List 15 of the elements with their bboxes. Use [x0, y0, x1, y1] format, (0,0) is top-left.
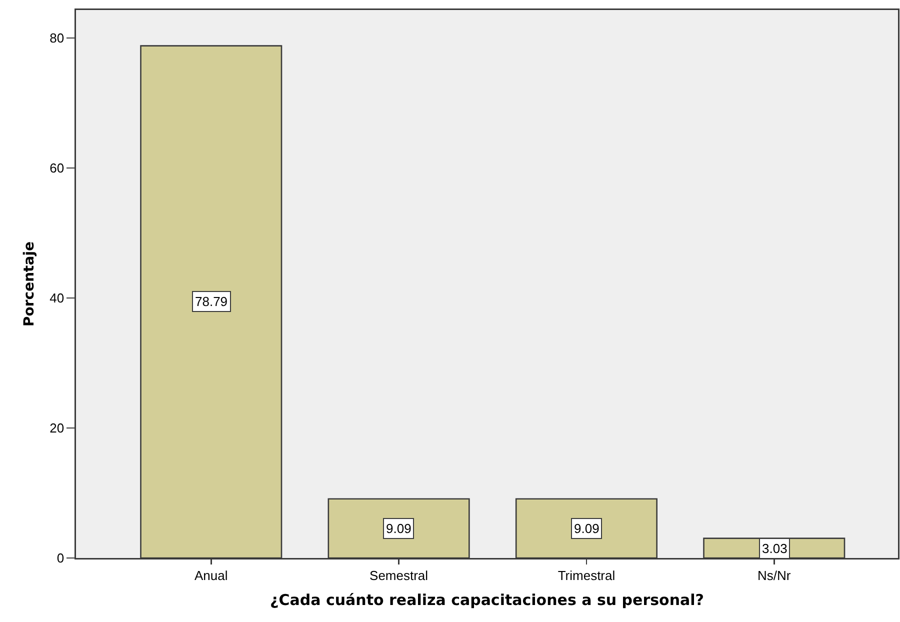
y-tick-label: 0 [56, 550, 64, 566]
data-label: 3.03 [762, 541, 788, 556]
y-tick-label: 20 [50, 420, 64, 436]
y-tick-label: 80 [50, 30, 64, 46]
y-axis-title: Porcentaje [21, 242, 38, 326]
data-label: 9.09 [574, 521, 600, 536]
x-tick-label: Ns/Nr [758, 568, 792, 583]
y-tick-label: 60 [50, 160, 64, 176]
data-label: 9.09 [386, 521, 412, 536]
data-label: 78.79 [195, 294, 228, 309]
x-tick-label: Anual [194, 568, 228, 583]
x-tick-label: Trimestral [558, 568, 616, 583]
x-tick-label: Semestral [370, 568, 428, 583]
x-axis-title: ¿Cada cuánto realiza capacitaciones a su personal? [270, 590, 704, 609]
y-tick-label: 40 [50, 290, 64, 306]
